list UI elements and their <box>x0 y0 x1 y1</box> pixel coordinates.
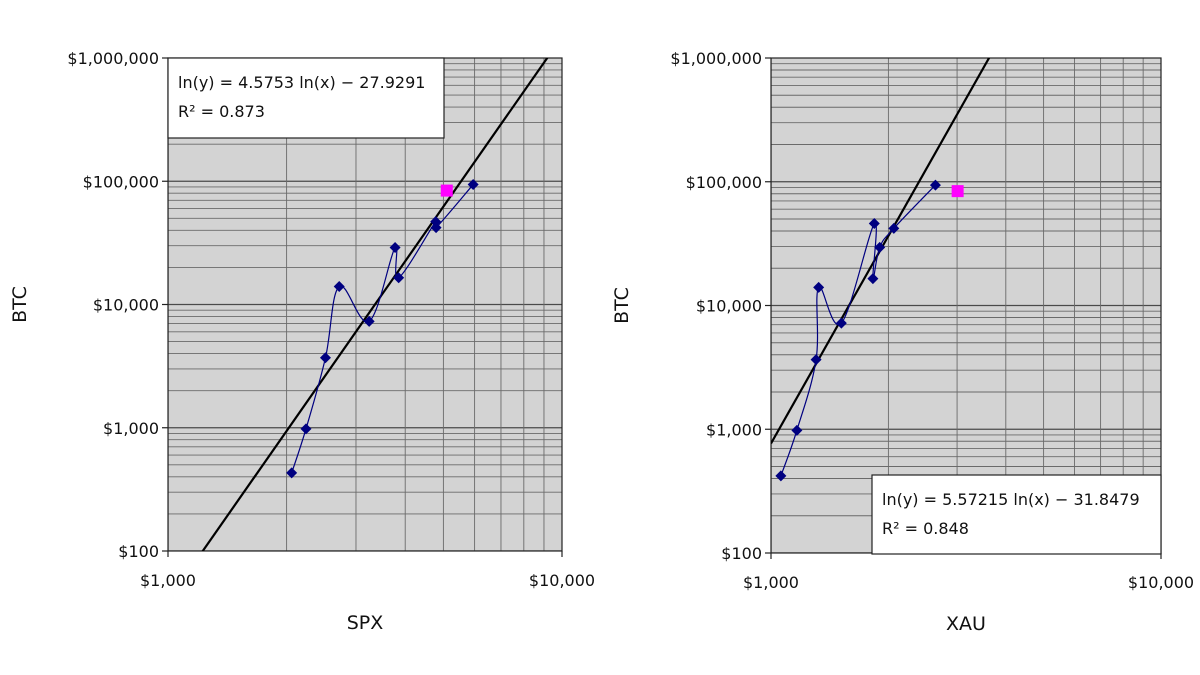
chart-panel-1: $100 $1,000 $10,000 $100,000 $1,000,000 $1,00… <box>9 49 595 634</box>
x-tick-label: $10,000 <box>529 571 595 590</box>
data-point-square <box>951 185 964 198</box>
y-axis-title: BTC <box>611 287 633 324</box>
gridlines <box>771 58 1161 553</box>
data-point-diamond <box>319 352 331 364</box>
chart-panel-2: $100 $1,000 $10,000 $100,000 $1,000,000 $1,00… <box>611 49 1194 635</box>
data-point-diamond <box>389 242 401 254</box>
trendline-equation-text: ln(y) = 5.57215 ln(x) − 31.8479 <box>882 490 1140 509</box>
data-point-diamond <box>300 423 312 435</box>
data-point-diamond <box>363 315 375 327</box>
equation-box-background <box>167 57 445 139</box>
x-axis-title: SPX <box>347 612 384 634</box>
trendline-equation-text: ln(y) = 4.5753 ln(x) − 27.9291 <box>178 73 425 92</box>
plot-content <box>201 58 549 551</box>
x-tick-label: $10,000 <box>1128 573 1194 592</box>
data-point-diamond <box>430 222 442 234</box>
y-tick-label: $100,000 <box>83 172 159 191</box>
data-point-diamond <box>888 222 900 234</box>
y-tick-label: $100 <box>118 542 159 561</box>
r-squared-text: R² = 0.848 <box>882 519 969 538</box>
y-tick-label: $1,000,000 <box>67 49 159 68</box>
data-point-diamond <box>791 424 803 436</box>
x-tick-label: $1,000 <box>140 571 196 590</box>
trendline <box>201 58 549 551</box>
data-point-square <box>440 184 453 197</box>
r-squared-text: R² = 0.873 <box>178 102 265 121</box>
data-point-diamond <box>286 467 298 479</box>
x-axis-title: XAU <box>946 613 986 635</box>
data-point-diamond <box>929 179 941 191</box>
plot-content <box>771 58 991 482</box>
y-tick-label: $100 <box>721 544 762 563</box>
y-tick-label: $100,000 <box>686 173 762 192</box>
trendline-equation-box: ln(y) = 4.5753 ln(x) − 27.9291 R² = 0.873 <box>167 57 445 139</box>
data-point-diamond <box>430 216 442 228</box>
y-tick-label: $10,000 <box>696 297 762 316</box>
series-connector-line <box>780 184 936 477</box>
data-point-diamond <box>868 217 880 229</box>
data-point-diamond <box>810 354 822 366</box>
data-point-diamond <box>775 470 787 482</box>
y-tick-label: $1,000 <box>103 419 159 438</box>
x-tick-label: $1,000 <box>743 573 799 592</box>
trendline-equation-box: ln(y) = 5.57215 ln(x) − 31.8479 R² = 0.84… <box>871 474 1162 555</box>
data-point-diamond <box>874 241 886 253</box>
data-point-diamond <box>835 317 847 329</box>
trendline <box>771 58 991 445</box>
data-point-diamond <box>867 273 879 285</box>
y-tick-label: $10,000 <box>93 296 159 315</box>
gridlines <box>168 58 562 551</box>
data-point-diamond <box>393 272 405 284</box>
data-point-diamond <box>333 280 345 292</box>
equation-box-background <box>871 474 1162 555</box>
y-tick-label: $1,000 <box>706 420 762 439</box>
y-tick-label: $1,000,000 <box>670 49 762 68</box>
data-point-diamond <box>813 281 825 293</box>
data-point-diamond <box>467 179 479 191</box>
y-axis-title: BTC <box>9 286 31 323</box>
